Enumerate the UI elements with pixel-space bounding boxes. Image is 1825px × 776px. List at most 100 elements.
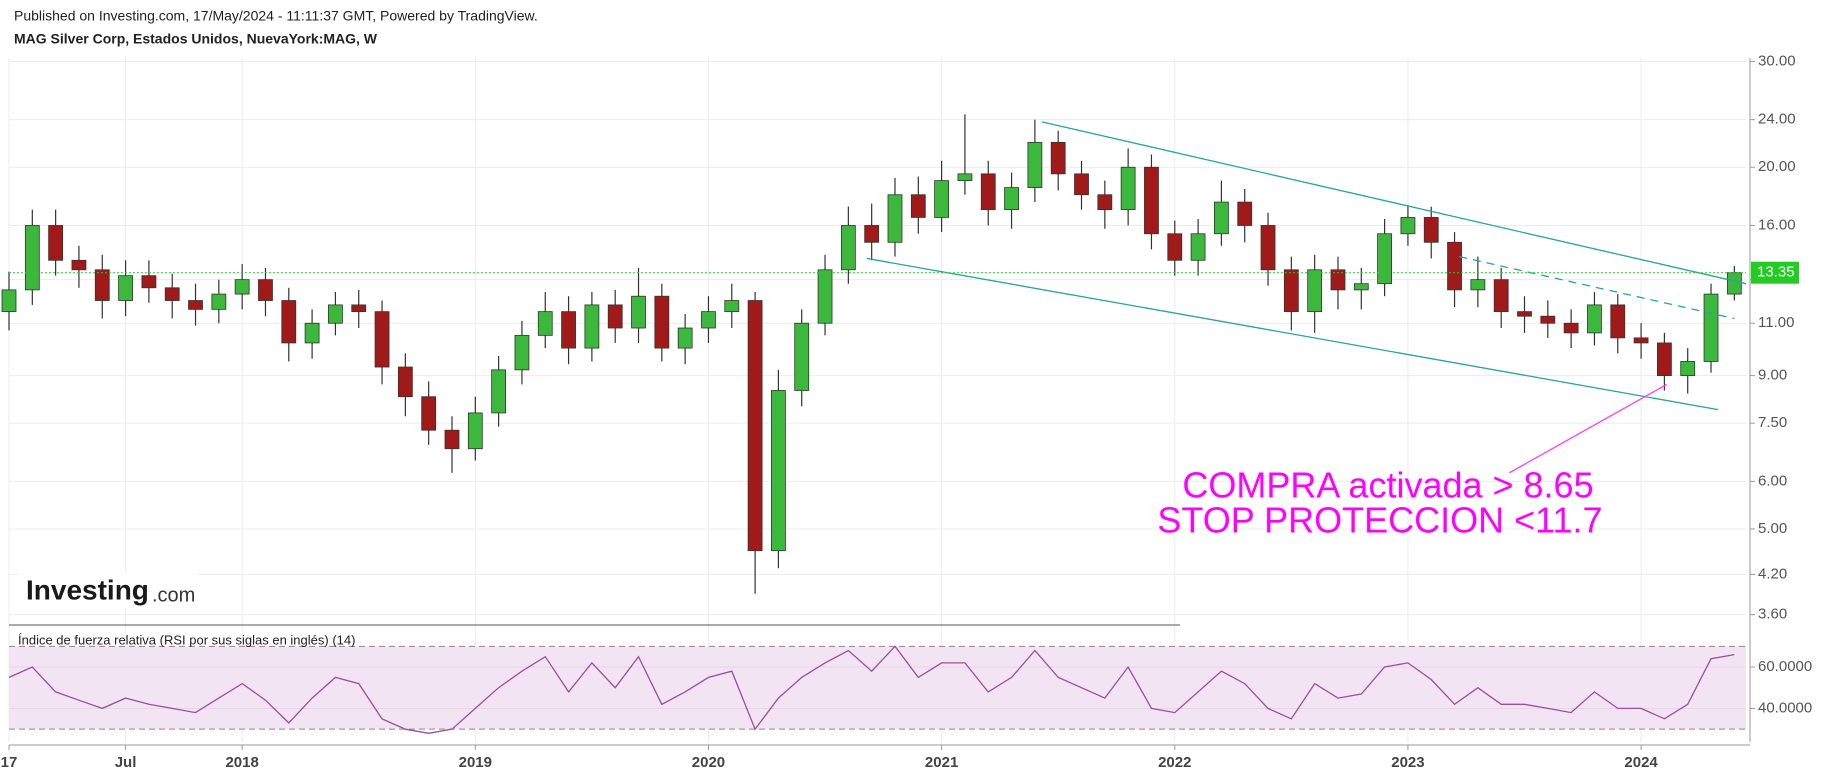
x-tick-label: 2023: [1391, 754, 1424, 771]
candle-body: [1144, 166, 1159, 235]
trend-line: [1041, 121, 1747, 285]
y-tick-label: 7.50: [1758, 414, 1787, 431]
candle-body: [1307, 269, 1323, 313]
candle-body: [1237, 201, 1253, 226]
candle-body: [374, 311, 390, 368]
candle-body: [1330, 269, 1346, 291]
y-tick-label: 4.20: [1758, 565, 1787, 582]
candle-body: [397, 366, 413, 398]
candle-body: [1447, 241, 1462, 291]
annotation-text: COMPRA activada > 8.65: [1182, 465, 1593, 506]
annotation-text: STOP PROTECCION <11.7: [1157, 500, 1602, 541]
candle-body: [794, 322, 810, 391]
last-price-label: 13.35: [1757, 264, 1795, 281]
y-tick-label: 5.00: [1758, 520, 1787, 537]
candle-body: [677, 327, 693, 349]
candle-body: [467, 412, 483, 450]
candle-body: [910, 194, 926, 218]
candle-body: [724, 300, 740, 313]
y-tick-label: 9.00: [1758, 367, 1787, 384]
candle-body: [234, 279, 250, 295]
candle-body: [328, 304, 343, 324]
candle-body: [304, 322, 320, 344]
candle-body: [491, 369, 507, 414]
candle-body: [141, 275, 157, 289]
candle-body: [1004, 187, 1019, 211]
rsi-band: [9, 646, 1746, 730]
candle-body: [1190, 233, 1206, 261]
candle-body: [817, 269, 833, 324]
candle-body: [537, 311, 553, 336]
candle-body: [840, 225, 856, 271]
candle-body: [1563, 322, 1579, 334]
candle-body: [71, 259, 87, 271]
candle-body: [1283, 269, 1299, 313]
candle-body: [1074, 173, 1089, 196]
candle-body: [654, 295, 670, 349]
candle-body: [514, 334, 530, 371]
rsi-line: [8, 645, 1735, 734]
y-tick-label: 60.0000: [1758, 658, 1812, 675]
logo-suffix: .com: [152, 584, 195, 606]
x-tick-label: Jul: [115, 754, 137, 771]
y-tick-label: 11.00: [1758, 314, 1794, 331]
y-tick-label: 3.60: [1758, 606, 1787, 623]
candle-body: [1377, 233, 1393, 285]
candle-body: [1633, 337, 1649, 344]
x-tick-label: 2020: [692, 754, 725, 771]
x-tick-label: 2022: [1158, 754, 1191, 771]
candle-body: [211, 293, 227, 310]
y-tick-label: 30.00: [1758, 52, 1796, 69]
candle-body: [1097, 194, 1113, 211]
y-tick-label: 6.00: [1758, 472, 1787, 489]
candle-body: [1214, 201, 1229, 235]
candle-body: [747, 300, 763, 552]
annotation-arrow: [1509, 383, 1668, 474]
chart-title: MAG Silver Corp, Estados Unidos, NuevaYo…: [14, 31, 378, 47]
candle-body: [118, 275, 133, 301]
candle-body: [771, 390, 786, 552]
candle-body: [957, 173, 973, 182]
candle-body: [1517, 311, 1532, 317]
candle-body: [1, 289, 17, 313]
candle-body: [1027, 141, 1043, 188]
candle-body: [607, 304, 623, 329]
candle-body: [94, 269, 110, 301]
candle-body: [980, 173, 996, 211]
candle-body: [1657, 342, 1672, 376]
candle-body: [1540, 315, 1556, 324]
candle-body: [701, 311, 716, 329]
candle-body: [1680, 361, 1696, 376]
x-tick-label: 2021: [925, 754, 958, 771]
logo-brand: Investing: [26, 574, 149, 605]
y-tick-label: 16.00: [1758, 216, 1796, 233]
candle-body: [24, 225, 40, 291]
logo-background: [18, 572, 198, 608]
candle-body: [444, 429, 460, 450]
candle-body: [1167, 233, 1183, 261]
trend-line: [866, 257, 1719, 411]
x-tick-label: 2024: [1624, 754, 1658, 771]
candle-body: [188, 300, 203, 310]
candle-body: [1470, 279, 1486, 291]
candle-body: [584, 304, 600, 349]
candle-body: [351, 304, 367, 313]
candle-body: [1703, 293, 1719, 362]
candle-body: [864, 225, 880, 243]
x-tick-label: 2019: [459, 754, 492, 771]
candle-body: [281, 300, 297, 344]
candle-body: [258, 279, 273, 301]
candle-body: [1610, 304, 1626, 339]
x-tick-label: 17: [1, 754, 18, 771]
candle-body: [1353, 283, 1369, 291]
candle-body: [631, 295, 646, 329]
candle-body: [1400, 217, 1416, 235]
candle-body: [887, 194, 903, 243]
candle-body: [1493, 279, 1509, 313]
candle-body: [1726, 272, 1742, 295]
last-price-box: [1751, 261, 1799, 284]
y-tick-label: 24.00: [1758, 111, 1796, 128]
x-tick-label: 2018: [225, 754, 258, 771]
y-tick-label: 40.0000: [1758, 699, 1812, 716]
